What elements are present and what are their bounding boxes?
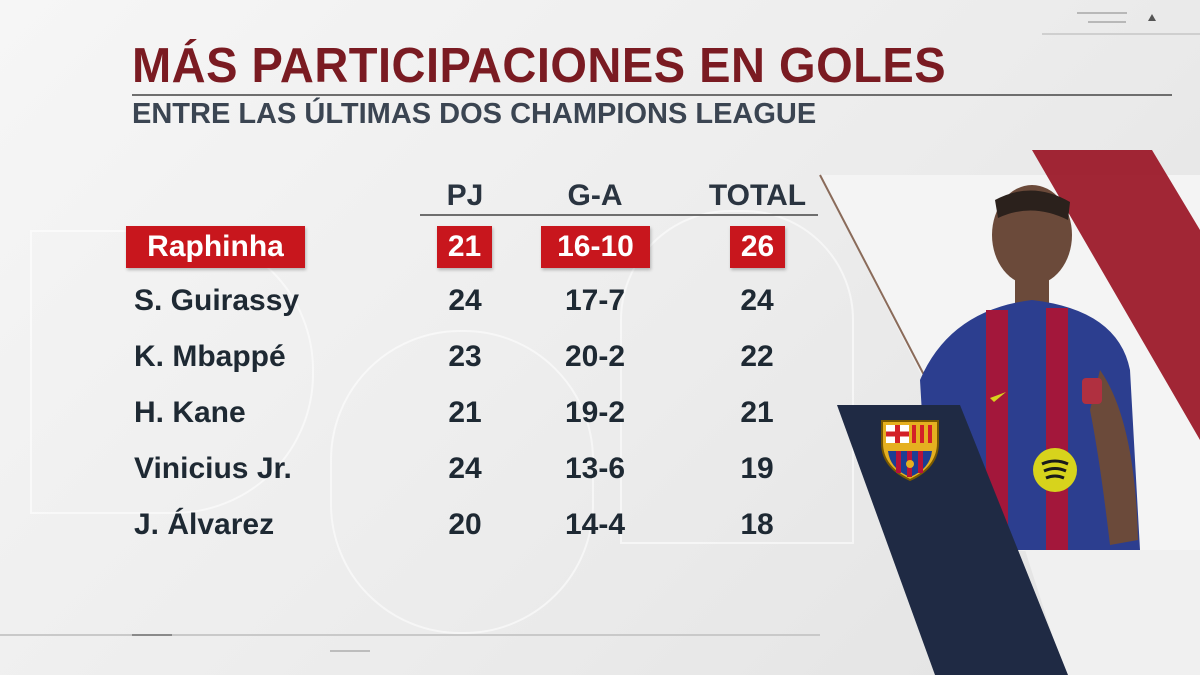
highlighted-total: 26 xyxy=(730,226,785,268)
bottom-deco-line-2 xyxy=(132,634,172,636)
maroon-panel xyxy=(1032,150,1200,440)
cell-ga: 19-2 xyxy=(564,396,626,429)
background-watermark-2 xyxy=(330,330,594,634)
player-name: H. Kane xyxy=(134,396,246,429)
cell-total: 21 xyxy=(740,396,774,429)
page-subtitle: ENTRE LAS ÚLTIMAS DOS CHAMPIONS LEAGUE xyxy=(132,98,817,130)
cell-total: 22 xyxy=(740,340,774,373)
column-header-pj: PJ xyxy=(446,179,484,212)
highlighted-player-name: Raphinha xyxy=(126,226,305,268)
cell-ga: 13-6 xyxy=(564,452,626,485)
cell-pj: 24 xyxy=(448,452,482,485)
cell-pj: 20 xyxy=(448,508,482,541)
cell-ga: 14-4 xyxy=(564,508,626,541)
cell-ga: 20-2 xyxy=(564,340,626,373)
top-deco-line-2 xyxy=(1088,21,1126,23)
highlighted-ga: 16-10 xyxy=(541,226,650,268)
cell-total: 18 xyxy=(740,508,774,541)
cell-pj: 24 xyxy=(448,284,482,317)
bottom-deco-line-3 xyxy=(330,650,370,652)
white-lower-panel xyxy=(1025,550,1200,675)
player-name: J. Álvarez xyxy=(134,508,275,541)
cell-total: 19 xyxy=(740,452,774,485)
column-header-ga: G-A xyxy=(567,179,623,212)
highlighted-pj: 21 xyxy=(437,226,492,268)
page-title: MÁS PARTICIPACIONES EN GOLES xyxy=(132,39,947,93)
title-divider xyxy=(132,94,1172,96)
fc-barcelona-crest-icon xyxy=(881,420,939,482)
navy-panel xyxy=(837,405,1068,675)
cell-pj: 21 xyxy=(448,396,482,429)
cell-ga: 17-7 xyxy=(564,284,626,317)
triangle-up-icon xyxy=(1148,14,1156,21)
side-graphic xyxy=(819,150,1200,675)
cell-total: 24 xyxy=(740,284,774,317)
top-deco-line-1 xyxy=(1077,12,1127,14)
player-name: Vinicius Jr. xyxy=(134,452,292,485)
top-deco-line-3 xyxy=(1042,33,1200,35)
header-divider xyxy=(420,214,818,216)
cell-pj: 23 xyxy=(448,340,482,373)
bottom-deco-line-1 xyxy=(0,634,820,636)
column-header-total: TOTAL xyxy=(708,179,807,212)
player-name: K. Mbappé xyxy=(134,340,286,373)
background-watermark-3 xyxy=(620,210,854,544)
player-name: S. Guirassy xyxy=(134,284,300,317)
